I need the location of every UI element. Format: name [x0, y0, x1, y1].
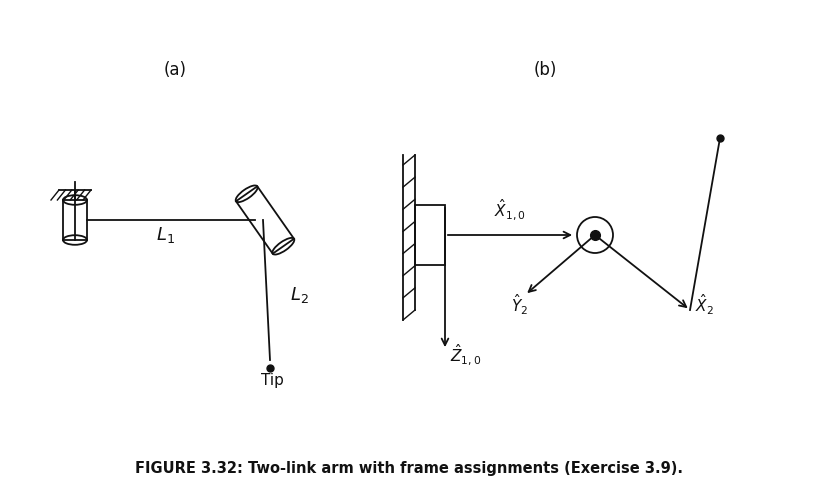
- Text: $\hat{X}_2$: $\hat{X}_2$: [695, 293, 714, 317]
- Bar: [415, 205, 445, 265]
- Text: (b): (b): [533, 61, 557, 79]
- Text: $\hat{Y}_2$: $\hat{Y}_2$: [511, 293, 528, 317]
- Text: (a): (a): [164, 61, 187, 79]
- Text: $\hat{X}_{1,0}$: $\hat{X}_{1,0}$: [494, 197, 526, 223]
- Text: FIGURE 3.32: Two-link arm with frame assignments (Exercise 3.9).: FIGURE 3.32: Two-link arm with frame ass…: [135, 461, 683, 475]
- Text: $L_1$: $L_1$: [155, 225, 174, 245]
- Text: $L_2$: $L_2$: [290, 285, 308, 305]
- Text: Tip: Tip: [261, 372, 284, 387]
- Text: $\hat{Z}_{1,0}$: $\hat{Z}_{1,0}$: [450, 343, 481, 367]
